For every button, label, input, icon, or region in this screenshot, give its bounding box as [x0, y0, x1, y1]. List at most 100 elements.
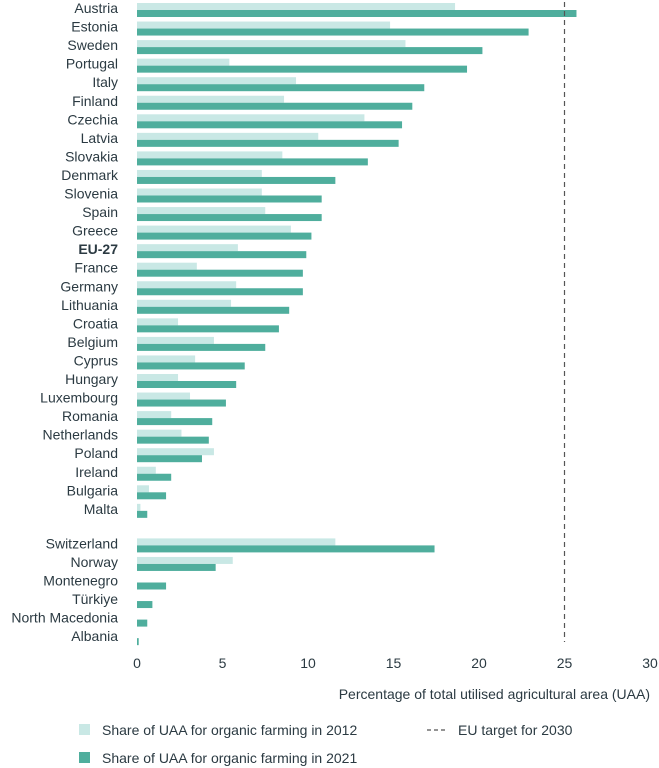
category-label-hungary: Hungary [65, 371, 118, 387]
x-tick-label-0: 0 [133, 655, 141, 671]
bar-2012-netherlands [137, 429, 182, 437]
bar-2012-denmark [137, 169, 262, 177]
x-axis-title: Percentage of total utilised agricultura… [339, 686, 650, 702]
category-label-portugal: Portugal [66, 56, 118, 72]
bar-2012-romania [137, 411, 172, 419]
bar-2021-t-rkiye [137, 601, 153, 609]
legend-label-2021: Share of UAA for organic farming in 2021 [102, 750, 357, 766]
bar-2021-albania [137, 638, 139, 646]
bar-2012-ireland [137, 466, 156, 474]
category-label-north-macedonia: North Macedonia [11, 610, 118, 626]
category-labels-group: Austria Estonia Sweden Portugal Italy Finland… [11, 0, 119, 644]
bar-2012-hungary [137, 374, 179, 381]
legend-swatch-2021 [79, 752, 90, 763]
category-label-cyprus: Cyprus [74, 352, 118, 368]
bar-2021-germany [137, 288, 303, 296]
category-label-greece: Greece [72, 223, 118, 239]
bar-2021-italy [137, 84, 425, 92]
bar-2012-italy [137, 77, 297, 85]
category-label-denmark: Denmark [61, 167, 119, 183]
bar-2012-norway [137, 556, 233, 564]
x-tick-label-15: 15 [386, 655, 402, 671]
bar-2012-malta [137, 503, 141, 511]
category-label-bulgaria: Bulgaria [67, 482, 119, 498]
x-tick-label-30: 30 [642, 655, 658, 671]
category-label-germany: Germany [60, 278, 118, 294]
bar-2021-sweden [137, 47, 483, 55]
bar-2021-croatia [137, 325, 279, 333]
bar-2012-greece [137, 225, 291, 233]
legend-swatch-2012 [79, 724, 90, 735]
bar-2021-bulgaria [137, 492, 167, 500]
category-label-ireland: Ireland [75, 464, 118, 480]
category-label-switzerland: Switzerland [46, 535, 118, 551]
category-label-malta: Malta [84, 501, 118, 517]
category-label-montenegro: Montenegro [43, 573, 118, 589]
bar-2021-netherlands [137, 436, 209, 444]
bar-2021-poland [137, 455, 202, 463]
category-label-finland: Finland [72, 93, 118, 109]
category-label-romania: Romania [62, 408, 118, 424]
x-tick-label-25: 25 [557, 655, 573, 671]
bar-2021-slovakia [137, 158, 368, 166]
bar-2021-portugal [137, 65, 468, 73]
bar-2021-ireland [137, 473, 172, 481]
category-label-belgium: Belgium [67, 334, 118, 350]
category-label-czechia: Czechia [67, 111, 118, 127]
bar-2021-latvia [137, 139, 399, 147]
bar-2012-lithuania [137, 299, 232, 307]
bar-2012-belgium [137, 336, 214, 344]
bar-2021-eu-27 [137, 251, 307, 259]
x-tick-label-10: 10 [300, 655, 316, 671]
bar-2021-north-macedonia [137, 619, 148, 627]
bar-2012-austria [137, 3, 456, 10]
x-tick-label-5: 5 [219, 655, 227, 671]
bars-group [137, 3, 577, 646]
bar-2012-estonia [137, 21, 391, 29]
bar-2012-switzerland [137, 538, 336, 546]
bar-2012-croatia [137, 318, 179, 326]
legend-label-eu-target: EU target for 2030 [458, 722, 573, 738]
bar-2021-luxembourg [137, 399, 226, 407]
category-label-luxembourg: Luxembourg [40, 390, 118, 406]
category-label-poland: Poland [74, 445, 118, 461]
bar-2012-latvia [137, 132, 319, 140]
bar-2021-montenegro [137, 582, 167, 590]
bar-2012-germany [137, 281, 237, 289]
legend: Share of UAA for organic farming in 2012… [79, 722, 573, 766]
category-label-sweden: Sweden [67, 37, 118, 53]
bar-2012-bulgaria [137, 485, 149, 493]
category-label-france: France [74, 260, 118, 276]
bar-2012-cyprus [137, 355, 196, 363]
bar-2021-spain [137, 214, 322, 222]
bar-2021-lithuania [137, 306, 290, 314]
category-label-albania: Albania [71, 628, 118, 644]
category-label-italy: Italy [92, 74, 118, 90]
bar-2021-czechia [137, 121, 403, 129]
bar-2021-denmark [137, 176, 336, 184]
category-label-norway: Norway [71, 554, 118, 570]
category-label-netherlands: Netherlands [43, 427, 119, 443]
bar-2021-estonia [137, 28, 529, 36]
bar-2021-malta [137, 510, 148, 518]
bar-2012-spain [137, 207, 266, 215]
bar-2012-poland [137, 448, 214, 456]
bar-2021-norway [137, 563, 216, 571]
bar-2021-belgium [137, 343, 266, 351]
bar-2012-finland [137, 95, 285, 103]
bar-2021-hungary [137, 381, 237, 388]
bar-2021-switzerland [137, 545, 435, 553]
bar-2021-finland [137, 102, 413, 110]
bar-2012-sweden [137, 40, 406, 48]
bar-2012-slovakia [137, 151, 283, 159]
category-label-slovenia: Slovenia [64, 186, 118, 202]
bar-2012-eu-27 [137, 244, 238, 252]
category-label-slovakia: Slovakia [65, 148, 118, 164]
bar-2021-austria [137, 10, 577, 17]
legend-label-2012: Share of UAA for organic farming in 2012 [102, 722, 357, 738]
bar-2021-cyprus [137, 362, 245, 370]
bar-2012-czechia [137, 114, 365, 122]
bar-2012-portugal [137, 58, 230, 66]
